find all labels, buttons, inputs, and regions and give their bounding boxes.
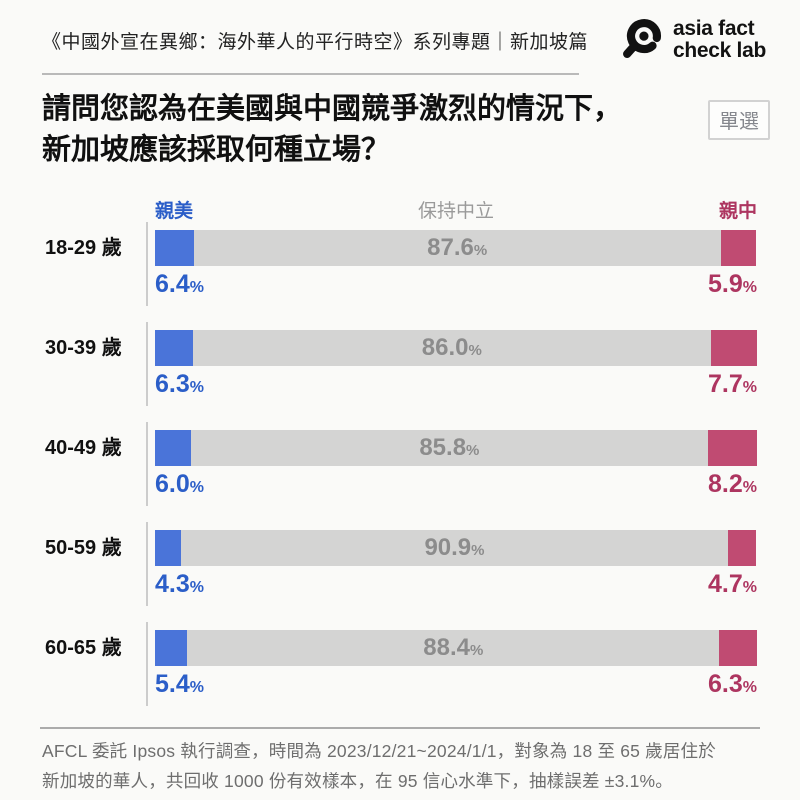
stacked-bar: 90.9% xyxy=(155,530,757,566)
legend: 親美 保持中立 親中 xyxy=(155,196,757,223)
chart-row: 18-29 歲 87.6% 6.4% 5.9% xyxy=(0,222,800,322)
pro-china-value-label: 6.3% xyxy=(708,670,757,698)
legend-neutral: 保持中立 xyxy=(417,201,494,222)
bar-segment-pro-us xyxy=(155,430,192,466)
pro-china-value-label: 7.7% xyxy=(708,370,757,398)
pro-china-value-label: 4.7% xyxy=(708,570,757,598)
afcl-logo: asia fact check lab xyxy=(618,14,766,66)
chart-row: 50-59 歲 90.9% 4.3% 4.7% xyxy=(0,522,800,622)
bar-segment-pro-china xyxy=(719,630,757,666)
pro-us-value-label: 6.0% xyxy=(155,470,204,498)
neutral-value-label: 87.6% xyxy=(427,234,488,261)
axis-tick xyxy=(146,522,148,606)
value-labels: 6.0% 8.2% xyxy=(155,470,757,499)
methodology-line1: AFCL 委託 Ipsos 執行調查，時間為 2023/12/21~2024/1… xyxy=(42,741,716,761)
age-label: 60-65 歲 xyxy=(45,637,122,659)
question-line2: 新加坡應該採取何種立場？ xyxy=(42,134,391,166)
bar-segment-pro-us xyxy=(155,530,181,566)
footer-divider xyxy=(40,727,760,729)
stacked-bar: 85.8% xyxy=(155,430,757,466)
age-label: 30-39 歲 xyxy=(45,337,122,359)
value-labels: 4.3% 4.7% xyxy=(155,570,757,599)
bar-segment-pro-us xyxy=(155,630,188,666)
methodology-note: AFCL 委託 Ipsos 執行調查，時間為 2023/12/21~2024/1… xyxy=(42,736,716,796)
series-title: 《中國外宣在異鄉：海外華人的平行時空》系列專題｜新加坡篇 xyxy=(42,32,589,53)
chart-row: 40-49 歲 85.8% 6.0% 8.2% xyxy=(0,422,800,522)
axis-tick xyxy=(146,622,148,706)
value-labels: 5.4% 6.3% xyxy=(155,670,757,699)
magnifier-icon xyxy=(618,14,666,66)
stacked-bar: 86.0% xyxy=(155,330,757,366)
legend-pro-us: 親美 xyxy=(155,201,194,222)
logo-wordmark: asia fact check lab xyxy=(673,18,766,62)
value-labels: 6.3% 7.7% xyxy=(155,370,757,399)
methodology-line2: 新加坡的華人，共回收 1000 份有效樣本，在 95 信心水準下，抽樣誤差 ±3… xyxy=(42,771,673,791)
bar-segment-pro-china xyxy=(720,230,757,266)
pro-us-value-label: 5.4% xyxy=(155,670,204,698)
age-label: 40-49 歲 xyxy=(45,437,122,459)
bar-segment-pro-us xyxy=(155,230,194,266)
bar-segment-neutral: 90.9% xyxy=(180,530,729,566)
question-title: 請問您認為在美國與中國競爭激烈的情況下， 新加坡應該採取何種立場？ xyxy=(42,89,622,171)
legend-pro-china: 親中 xyxy=(718,201,757,222)
axis-tick xyxy=(146,322,148,406)
pro-us-value-label: 6.4% xyxy=(155,270,204,298)
bar-segment-pro-china xyxy=(710,330,757,366)
bar-segment-pro-china xyxy=(728,530,757,566)
pro-china-value-label: 8.2% xyxy=(708,470,757,498)
pro-us-value-label: 4.3% xyxy=(155,570,204,598)
question-line1: 請問您認為在美國與中國競爭激烈的情況下， xyxy=(42,93,623,125)
stacked-bar: 87.6% xyxy=(155,230,757,266)
axis-tick xyxy=(146,222,148,306)
bar-segment-neutral: 86.0% xyxy=(192,330,711,366)
neutral-value-label: 90.9% xyxy=(424,534,485,561)
neutral-value-label: 86.0% xyxy=(421,334,482,361)
age-bar-chart: 18-29 歲 87.6% 6.4% 5.9% 30-39 歲 86.0% 6.… xyxy=(0,222,800,722)
single-choice-badge: 單選 xyxy=(708,100,770,140)
chart-row: 60-65 歲 88.4% 5.4% 6.3% xyxy=(0,622,800,722)
header-divider xyxy=(42,73,579,75)
bar-segment-neutral: 88.4% xyxy=(187,630,720,666)
age-label: 50-59 歲 xyxy=(45,537,122,559)
bar-segment-neutral: 85.8% xyxy=(191,430,708,466)
neutral-value-label: 85.8% xyxy=(419,434,480,461)
age-label: 18-29 歲 xyxy=(45,237,122,259)
stacked-bar: 88.4% xyxy=(155,630,757,666)
logo-line2: check lab xyxy=(672,39,766,62)
pro-china-value-label: 5.9% xyxy=(708,270,757,298)
logo-line1: asia fact xyxy=(672,17,755,40)
chart-row: 30-39 歲 86.0% 6.3% 7.7% xyxy=(0,322,800,422)
bar-segment-pro-china xyxy=(707,430,757,466)
axis-tick xyxy=(146,422,148,506)
bar-segment-neutral: 87.6% xyxy=(193,230,721,266)
value-labels: 6.4% 5.9% xyxy=(155,270,757,299)
neutral-value-label: 88.4% xyxy=(423,634,484,661)
pro-us-value-label: 6.3% xyxy=(155,370,204,398)
bar-segment-pro-us xyxy=(155,330,193,366)
